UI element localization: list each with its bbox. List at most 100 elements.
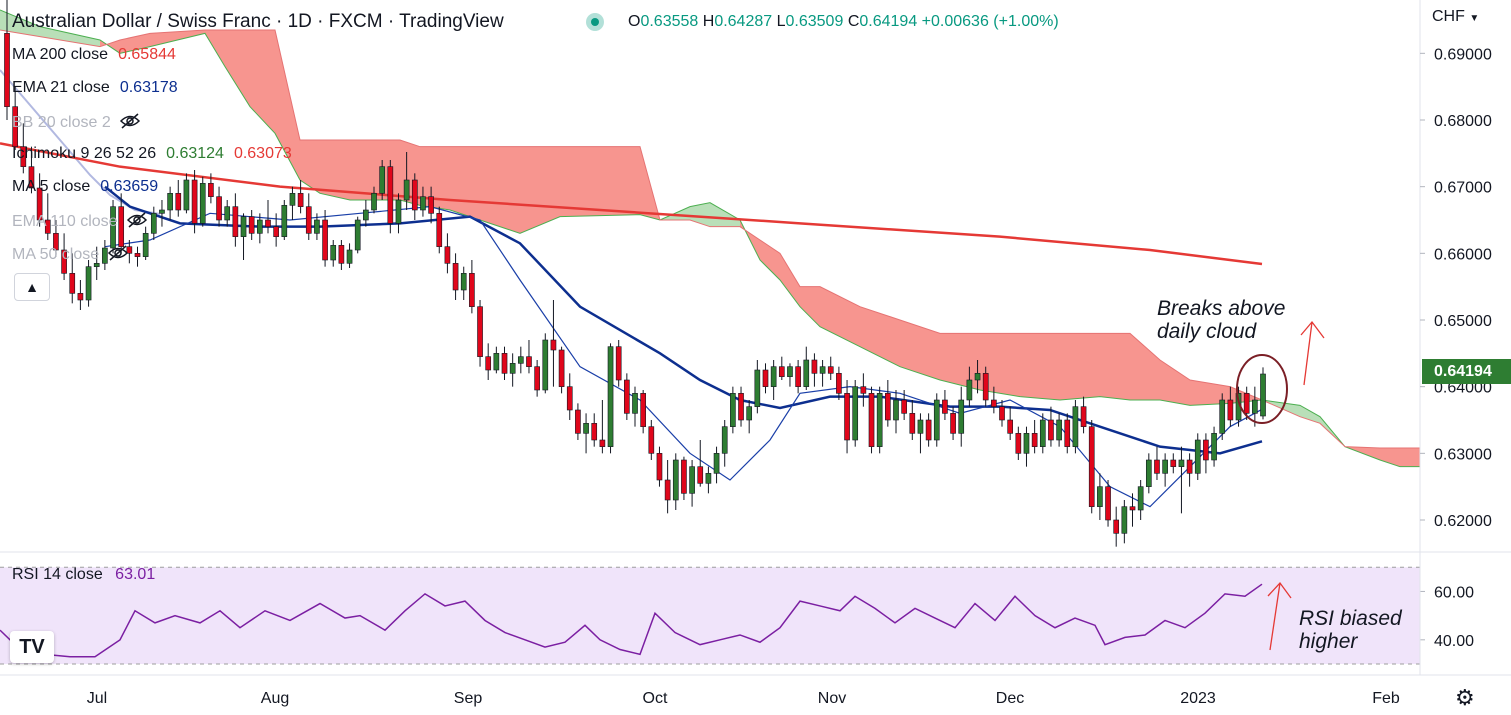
legend-ema110[interactable]: EMA 110 close (12, 211, 148, 231)
legend-ema21-value: 0.63178 (119, 79, 178, 96)
price-tick-label: 0.63000 (1434, 446, 1492, 463)
close-label: C (847, 13, 860, 30)
legend-ma200-label: MA 200 close (12, 46, 109, 63)
candle-body (444, 246, 451, 264)
cloud-segment (1020, 333, 1060, 400)
candle-body (917, 419, 924, 434)
hidden-eye-icon[interactable] (126, 211, 148, 229)
candle-body (289, 193, 296, 206)
cloud-segment (1380, 448, 1400, 467)
candle-body (61, 249, 67, 274)
market-status-icon[interactable] (586, 13, 604, 31)
time-tick-label: Sep (454, 690, 483, 707)
legend-bb-label: BB 20 close 2 (12, 114, 111, 131)
candle-body (53, 233, 59, 251)
candle-body (477, 306, 483, 357)
candle-body (1186, 459, 1193, 474)
candle-body (893, 399, 899, 421)
bb-upper-line (0, 69, 161, 215)
candle-body (69, 273, 76, 294)
currency-selector[interactable]: CHF ▼ (1432, 8, 1479, 26)
candle-body (885, 393, 891, 421)
price-tick-label: 0.66000 (1434, 246, 1492, 263)
candle-body (656, 453, 663, 481)
candle-body (118, 206, 125, 247)
candle-body (1203, 439, 1209, 461)
cloud-segment (1400, 448, 1420, 467)
rsi-band (0, 567, 1420, 664)
cloud-segment (800, 286, 820, 327)
candle-body (942, 399, 948, 414)
candle-body (1072, 406, 1079, 447)
candle-body (314, 219, 320, 234)
cloud-segment (710, 202, 740, 227)
candle-body (257, 219, 263, 234)
last-price-tag: 0.64194 (1422, 359, 1511, 384)
legend-ma200[interactable]: MA 200 close 0.65844 (12, 46, 176, 64)
legend-ichimoku[interactable]: Ichimoku 9 26 52 26 0.63124 0.63073 (12, 145, 292, 163)
price-tick-label: 0.68000 (1434, 113, 1492, 130)
candle-body (1194, 439, 1201, 474)
hidden-eye-icon[interactable] (107, 244, 129, 262)
time-tick-label: Aug (261, 690, 289, 707)
annotation-cloud: Breaks above daily cloud (1157, 297, 1285, 343)
candle-body (175, 193, 182, 211)
cloud-segment (250, 30, 275, 134)
legend-bb[interactable]: BB 20 close 2 (12, 112, 141, 132)
candle-body (852, 386, 859, 441)
legend-ichimoku-value2: 0.63073 (233, 145, 292, 162)
candle-body (273, 226, 279, 237)
candle-body (844, 393, 850, 441)
candle-body (44, 219, 51, 234)
candle-body (909, 413, 916, 434)
legend-ema21[interactable]: EMA 21 close 0.63178 (12, 79, 178, 97)
open-value: 0.63558 (640, 13, 699, 30)
candle-body (85, 266, 92, 301)
time-tick-label: Feb (1372, 690, 1400, 707)
candle-body (681, 459, 687, 494)
collapse-legend-button[interactable]: ▲ (14, 273, 50, 301)
annotation-rsi: RSI biased higher (1299, 607, 1402, 653)
candle-body (1023, 433, 1030, 454)
candle-body (452, 263, 459, 291)
time-tick-label: Jul (87, 690, 107, 707)
candle-body (705, 473, 712, 484)
hidden-eye-icon[interactable] (119, 112, 141, 130)
legend-ma50[interactable]: MA 50 close (12, 244, 129, 264)
gear-icon[interactable]: ⚙ (1455, 685, 1475, 710)
candle-body (371, 193, 377, 211)
cloud-segment (980, 333, 1020, 397)
tradingview-logo-icon[interactable]: TV (10, 631, 54, 663)
rsi-line (0, 583, 1263, 658)
annotation-cloud-line1: Breaks above (1157, 297, 1286, 320)
annotation-cloud-line2: daily cloud (1157, 320, 1257, 343)
candle-body (77, 293, 84, 301)
cloud-segment (0, 10, 40, 37)
candle-body (167, 193, 173, 211)
candle-body (624, 379, 630, 414)
cloud-segment (450, 146, 480, 220)
candle-body (1162, 459, 1168, 474)
candle-body (534, 366, 540, 391)
candle-body (338, 245, 345, 264)
change-value: +0.00636 (+1.00%) (921, 13, 1059, 30)
candle-body (787, 366, 793, 377)
candle-body (297, 193, 304, 207)
candle-body (1252, 399, 1258, 414)
candle-body (991, 399, 997, 407)
legend-ma5[interactable]: MA 5 close 0.63659 (12, 178, 158, 196)
cloud-segment (320, 140, 350, 200)
legend-ichimoku-label: Ichimoku 9 26 52 26 (12, 145, 157, 162)
candle-body (982, 373, 989, 401)
candle-body (738, 393, 744, 421)
candle-body (827, 366, 834, 374)
candle-body (224, 206, 231, 221)
candle-body (868, 393, 875, 447)
cloud-segment (150, 30, 205, 47)
cloud-segment (1300, 405, 1320, 424)
candle-body (199, 183, 206, 224)
legend-rsi[interactable]: RSI 14 close 63.01 (12, 566, 155, 584)
candle-body (1211, 433, 1217, 461)
cloud-segment (300, 140, 320, 194)
